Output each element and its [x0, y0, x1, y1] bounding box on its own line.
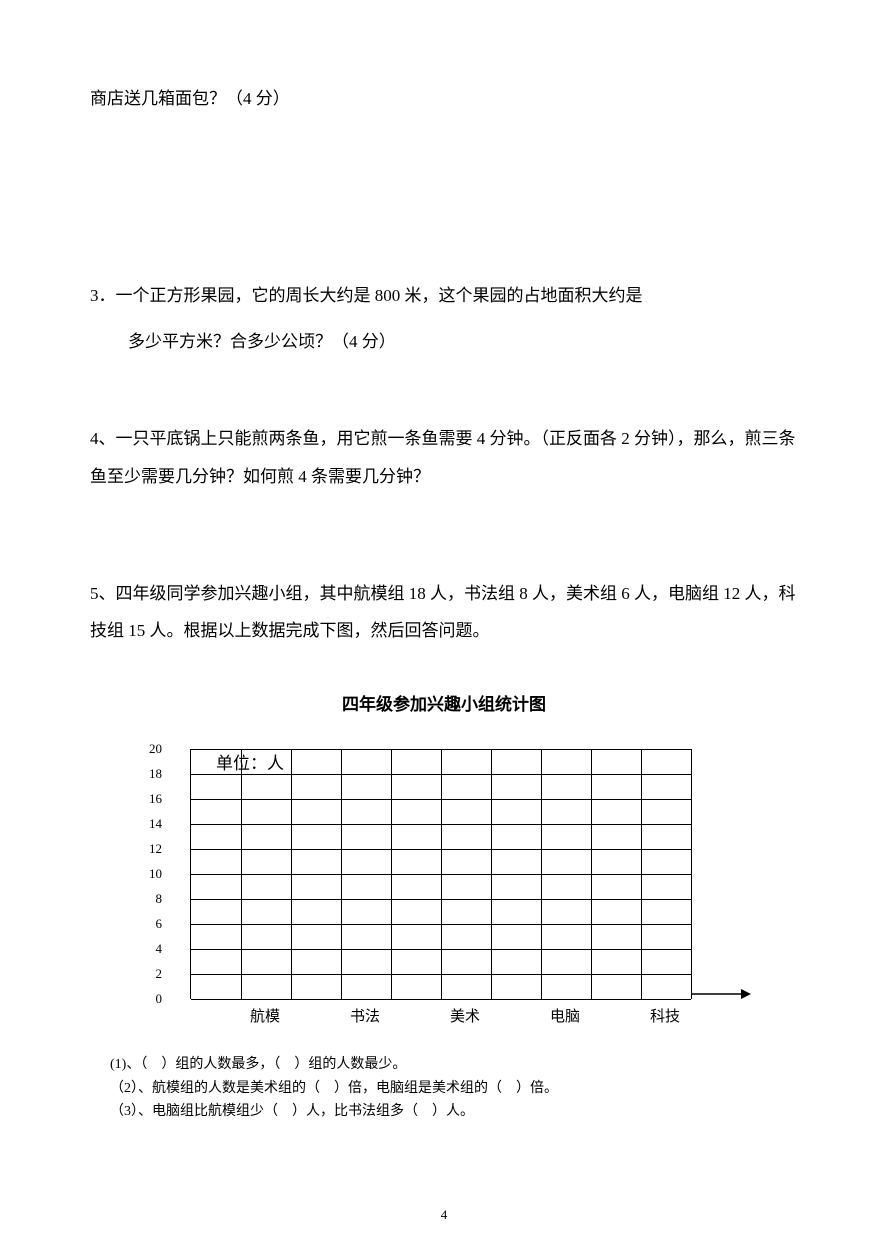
- y-tick-label: 4: [138, 941, 162, 957]
- grid-col: [641, 749, 642, 999]
- question-1-continuation: 商店送几箱面包？（4 分）: [90, 80, 798, 117]
- page-number: 4: [441, 1207, 448, 1223]
- grid-col: [291, 749, 292, 999]
- chart-container: 单位：人 02468101214161820 航模书法美术电脑科技: [190, 749, 798, 1033]
- y-tick-label: 0: [138, 991, 162, 1007]
- question-3-line1: 3．一个正方形果园，它的周长大约是 800 米，这个果园的占地面积大约是: [90, 277, 798, 314]
- y-tick-label: 16: [138, 791, 162, 807]
- grid-col: [341, 749, 342, 999]
- y-tick-label: 8: [138, 891, 162, 907]
- chart-title: 四年级参加兴趣小组统计图: [90, 690, 798, 715]
- x-category-label: 航模: [250, 1005, 280, 1026]
- x-axis-labels: 航模 书法 美术 电脑 科技: [190, 1005, 798, 1033]
- x-category-label: 美术: [450, 1005, 480, 1026]
- chart-area: 02468101214161820 航模书法美术电脑科技: [190, 749, 798, 1033]
- y-tick-label: 18: [138, 766, 162, 782]
- sub-questions: (1)、（ ）组的人数最多，（ ）组的人数最少。 （2）、航模组的人数是美术组的…: [110, 1053, 798, 1124]
- grid-col: [441, 749, 442, 999]
- x-category-label: 电脑: [550, 1005, 580, 1026]
- question-5: 5、四年级同学参加兴趣小组，其中航模组 18 人，书法组 8 人，美术组 6 人…: [90, 575, 798, 650]
- sub-question-3: （3）、电脑组比航模组少（ ）人，比书法组多（ ）人。: [110, 1100, 798, 1124]
- question-3-line2: 多少平方米？合多少公顷？（4 分）: [90, 323, 798, 360]
- y-tick-label: 6: [138, 916, 162, 932]
- chart-grid: [190, 749, 690, 999]
- grid-col: [491, 749, 492, 999]
- x-category-label: 科技: [650, 1005, 680, 1026]
- y-tick-label: 12: [138, 841, 162, 857]
- grid-col: [691, 749, 692, 999]
- sub-question-2: （2）、航模组的人数是美术组的（ ）倍，电脑组是美术组的（ ）倍。: [110, 1077, 798, 1101]
- y-tick-label: 2: [138, 966, 162, 982]
- grid-col: [241, 749, 242, 999]
- y-tick-label: 20: [138, 741, 162, 757]
- y-tick-label: 10: [138, 866, 162, 882]
- grid-col: [591, 749, 592, 999]
- question-4: 4、一只平底锅上只能煎两条鱼，用它煎一条鱼需要 4 分钟。（正反面各 2 分钟）…: [90, 420, 798, 495]
- sub-question-1: (1)、（ ）组的人数最多，（ ）组的人数最少。: [110, 1053, 798, 1077]
- x-axis-arrow-icon: [691, 988, 751, 1000]
- grid-col: [541, 749, 542, 999]
- grid-row: [191, 999, 691, 1000]
- grid-col: [391, 749, 392, 999]
- x-category-label: 书法: [350, 1005, 380, 1026]
- y-tick-label: 14: [138, 816, 162, 832]
